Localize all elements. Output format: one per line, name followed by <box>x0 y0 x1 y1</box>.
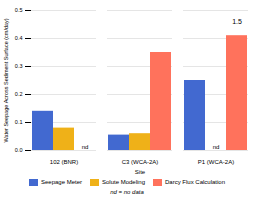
html-text:Seepage Meter: Seepage Meter <box>41 179 82 185</box>
svg-text:0.0: 0.0 <box>15 147 23 153</box>
svg-text:0.2: 0.2 <box>15 91 23 97</box>
html-text:nd = no data: nd = no data <box>110 189 144 195</box>
svg-text:P1 (WCA-2A): P1 (WCA-2A) <box>198 159 234 165</box>
svg-text:0.3: 0.3 <box>15 63 23 69</box>
svg-text:nd: nd <box>82 144 89 150</box>
html-text:Darcy Flux Calculation: Darcy Flux Calculation <box>165 179 225 185</box>
svg-text:0.5: 0.5 <box>15 7 23 13</box>
svg-text:1.5: 1.5 <box>232 18 242 25</box>
svg-text:102 (BNR): 102 (BNR) <box>50 159 78 165</box>
svg-text:0.1: 0.1 <box>15 119 23 125</box>
html-text:Solute Modeling: Solute Modeling <box>102 179 145 185</box>
svg-text:C3 (WCA-2A): C3 (WCA-2A) <box>122 159 159 165</box>
svg-text:0.4: 0.4 <box>15 35 23 41</box>
svg-text:Site: Site <box>135 169 146 175</box>
svg-text:Water Seepage Across Sediment: Water Seepage Across Sediment Surface (c… <box>3 18 9 142</box>
svg-text:nd: nd <box>213 144 220 150</box>
